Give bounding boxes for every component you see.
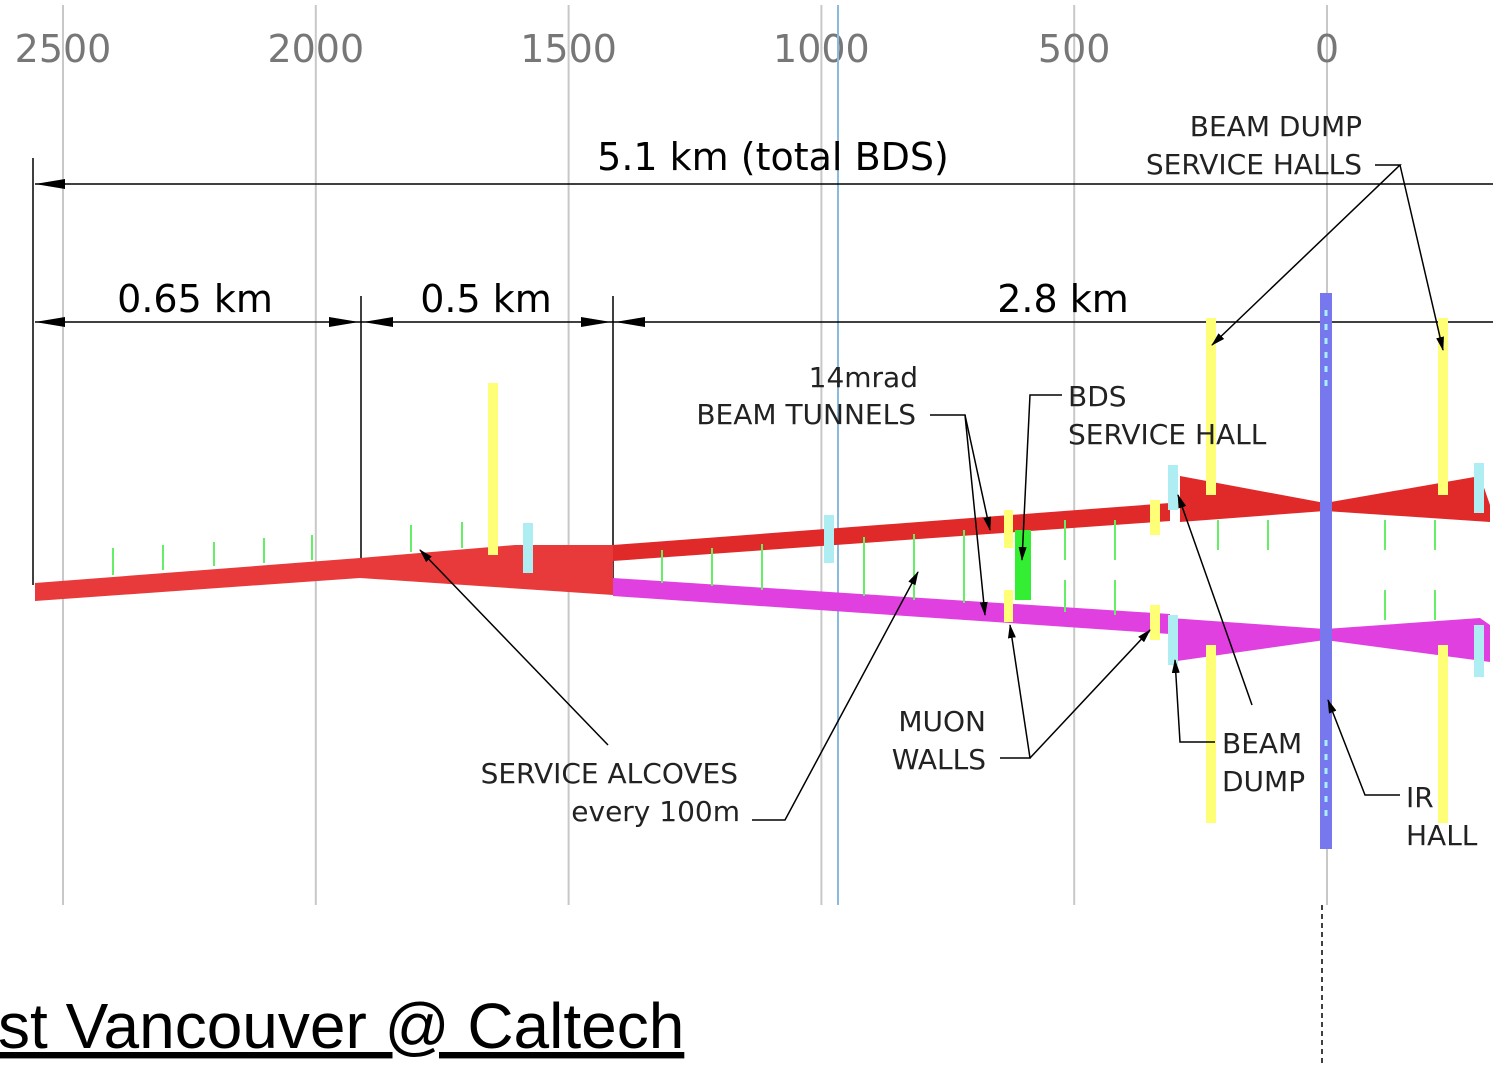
label: MUON xyxy=(898,705,986,738)
label: BEAM TUNNELS xyxy=(696,398,916,431)
label: 14mrad xyxy=(809,361,918,394)
label: HALL xyxy=(1406,819,1478,852)
label: BDS xyxy=(1068,380,1127,413)
label: every 100m xyxy=(571,795,740,828)
alcoves xyxy=(112,520,1436,620)
label: IR xyxy=(1406,781,1434,814)
scale-label: 1000 xyxy=(773,27,870,71)
scale-label: 0 xyxy=(1315,27,1339,71)
scale: 2500 2000 1500 1000 500 0 xyxy=(15,5,1339,905)
leaders xyxy=(419,164,1444,821)
label: SERVICE ALCOVES xyxy=(481,757,738,790)
segment-length: 0.65 km xyxy=(117,277,273,321)
total-length: 5.1 km (total BDS) xyxy=(597,135,949,179)
footer: st Vancouver @ Caltech xyxy=(0,990,684,1062)
label: BEAM xyxy=(1222,727,1302,760)
label: WALLS xyxy=(892,743,986,776)
dimension-lines xyxy=(32,158,1493,590)
label: DUMP xyxy=(1222,765,1305,798)
label: SERVICE HALL xyxy=(1068,418,1267,451)
label: BEAM DUMP xyxy=(1190,110,1362,143)
tunnels xyxy=(35,476,1490,662)
segment-length: 2.8 km xyxy=(997,277,1129,321)
scale-label: 500 xyxy=(1038,27,1111,71)
scale-label: 1500 xyxy=(520,27,617,71)
segment-length: 0.5 km xyxy=(420,277,552,321)
scale-label: 2500 xyxy=(15,27,112,71)
label: SERVICE HALLS xyxy=(1146,148,1362,181)
scale-label: 2000 xyxy=(267,27,364,71)
